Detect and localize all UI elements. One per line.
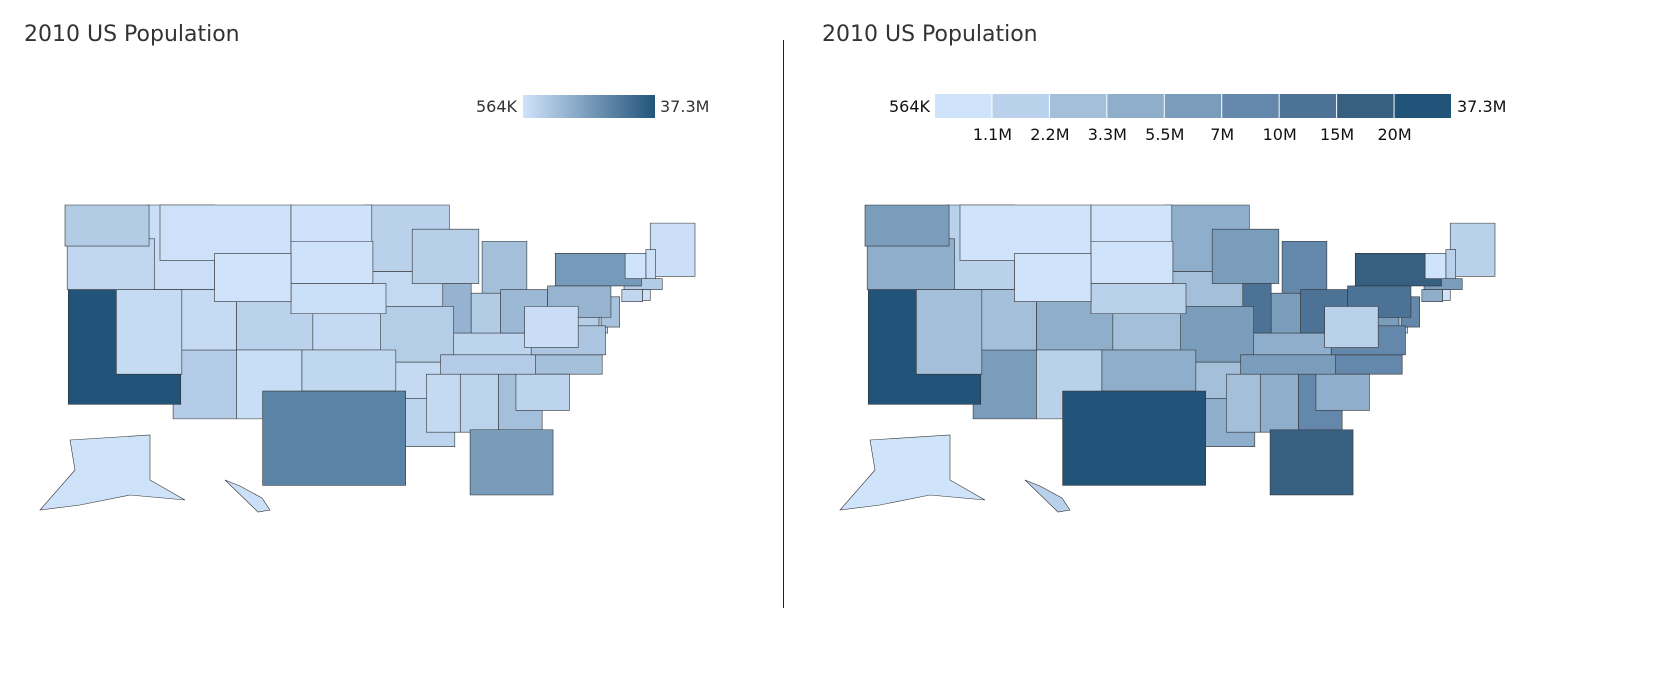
state-or[interactable] — [866, 238, 955, 290]
state-mi[interactable] — [481, 240, 528, 294]
state-ms[interactable] — [1226, 373, 1261, 433]
left-choropleth-map — [39, 204, 696, 513]
state-sc[interactable] — [1315, 373, 1370, 411]
state-ok[interactable] — [1101, 349, 1197, 392]
legend-swatch — [992, 94, 1049, 118]
legend-threshold-label: 10M — [1263, 125, 1297, 144]
left-legend-gradient — [523, 95, 655, 118]
left-legend-max-label: 37.3M — [660, 97, 709, 116]
state-nv[interactable] — [116, 289, 183, 375]
state-al[interactable] — [1259, 373, 1299, 433]
state-ct[interactable] — [1421, 289, 1443, 302]
legend-threshold-label: 3.3M — [1088, 125, 1127, 144]
left-legend-min-label: 564K — [476, 97, 518, 116]
state-fl[interactable] — [1269, 429, 1354, 496]
state-nv[interactable] — [916, 289, 983, 375]
legend-swatch — [935, 94, 992, 118]
state-nd[interactable] — [1090, 204, 1173, 242]
state-wv[interactable] — [524, 306, 579, 348]
state-ky[interactable] — [453, 332, 532, 356]
state-hi[interactable] — [1024, 479, 1071, 513]
state-az[interactable] — [972, 349, 1037, 420]
state-ok[interactable] — [301, 349, 397, 392]
legend-swatch — [1222, 94, 1279, 118]
state-or[interactable] — [66, 238, 155, 290]
state-nd[interactable] — [290, 204, 373, 242]
right-legend: 564K 37.3M 1.1M 2.2M 3.3M 5.5M 7M 10M 15M 20M — [889, 94, 1506, 144]
left-map-title: 2010 US Population — [24, 22, 240, 47]
right-map-title: 2010 US Population — [822, 22, 1038, 47]
state-tx[interactable] — [1062, 390, 1206, 486]
state-wy[interactable] — [1014, 253, 1092, 302]
state-me[interactable] — [1449, 222, 1496, 277]
state-hi[interactable] — [224, 479, 271, 513]
left-legend: 564K 37.3M — [476, 95, 709, 118]
state-wv[interactable] — [1324, 306, 1379, 348]
right-legend-max-label: 37.3M — [1457, 97, 1506, 116]
state-tn[interactable] — [1240, 354, 1336, 375]
legend-threshold-label: 1.1M — [973, 125, 1012, 144]
state-ri[interactable] — [1442, 289, 1451, 301]
legend-swatch — [1337, 94, 1394, 118]
state-mi[interactable] — [1281, 240, 1328, 294]
state-wy[interactable] — [214, 253, 292, 302]
state-ak[interactable] — [839, 434, 986, 511]
legend-swatch — [1164, 94, 1222, 118]
state-wi[interactable] — [411, 228, 480, 284]
legend-threshold-label: 2.2M — [1030, 125, 1069, 144]
state-ms[interactable] — [426, 373, 461, 433]
divider — [783, 40, 784, 608]
state-ky[interactable] — [1253, 332, 1332, 356]
right-choropleth-map — [839, 204, 1496, 513]
state-ak[interactable] — [39, 434, 186, 511]
state-tx[interactable] — [262, 390, 406, 486]
state-vt[interactable] — [624, 253, 647, 280]
state-ne[interactable] — [1090, 283, 1187, 315]
state-ne[interactable] — [290, 283, 387, 315]
state-ct[interactable] — [621, 289, 643, 302]
legend-threshold-label: 15M — [1320, 125, 1354, 144]
state-ny[interactable] — [1354, 253, 1442, 287]
state-wa[interactable] — [64, 204, 150, 247]
state-tn[interactable] — [440, 354, 536, 375]
state-sd[interactable] — [290, 240, 374, 284]
legend-threshold-label: 7M — [1210, 125, 1234, 144]
state-me[interactable] — [649, 222, 696, 277]
legend-swatch — [1279, 94, 1337, 118]
legend-swatch — [1107, 94, 1164, 118]
state-az[interactable] — [172, 349, 237, 420]
state-nh[interactable] — [645, 249, 656, 280]
right-legend-min-label: 564K — [889, 97, 931, 116]
legend-threshold-label: 20M — [1377, 125, 1411, 144]
state-sc[interactable] — [515, 373, 570, 411]
legend-swatch — [1049, 94, 1107, 118]
legend-threshold-label: 5.5M — [1145, 125, 1184, 144]
state-wa[interactable] — [864, 204, 950, 247]
state-vt[interactable] — [1424, 253, 1447, 280]
state-ri[interactable] — [642, 289, 651, 301]
state-mt[interactable] — [959, 204, 1092, 261]
state-nh[interactable] — [1445, 249, 1456, 280]
legend-swatch — [1394, 94, 1451, 118]
state-mt[interactable] — [159, 204, 292, 261]
state-wi[interactable] — [1211, 228, 1280, 284]
state-sd[interactable] — [1090, 240, 1174, 284]
state-ny[interactable] — [554, 253, 642, 287]
state-fl[interactable] — [469, 429, 554, 496]
state-al[interactable] — [459, 373, 499, 433]
